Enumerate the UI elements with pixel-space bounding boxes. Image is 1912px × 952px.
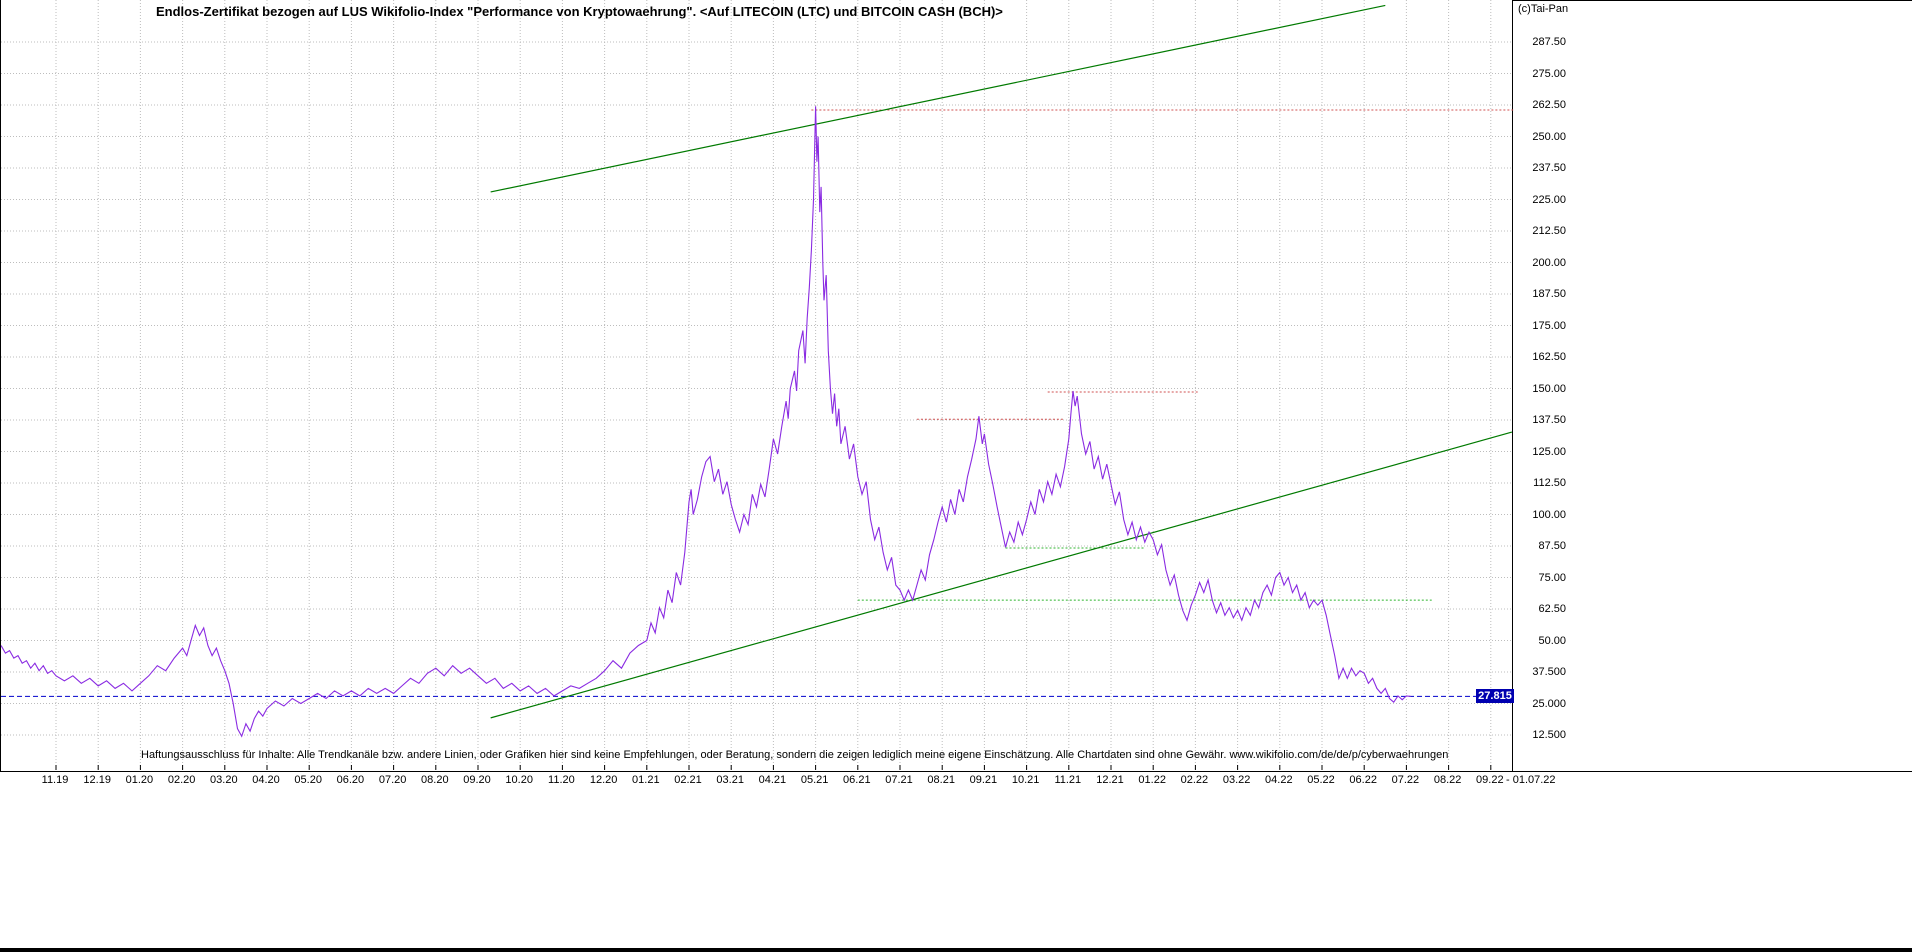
end-date-label: - 01.07.22: [1506, 774, 1556, 786]
x-axis-label: 07.21: [885, 774, 913, 786]
y-axis-label: 287.50: [1532, 36, 1566, 48]
x-axis-line: [0, 771, 1912, 772]
chart-title: Endlos-Zertifikat bezogen auf LUS Wikifo…: [156, 4, 1003, 19]
chart-plot-area[interactable]: Endlos-Zertifikat bezogen auf LUS Wikifo…: [0, 0, 1514, 771]
x-axis-label: 10.21: [1011, 774, 1040, 786]
y-axis-label: 62.50: [1538, 603, 1566, 615]
x-axis-label: 12.21: [1096, 774, 1124, 786]
x-axis: 11.19 12.19 01.20 02.20 03.20 04.20 05.20 06.20…: [0, 772, 1912, 788]
x-axis-label: 09.21: [969, 774, 998, 786]
x-axis-label: 01.21: [632, 774, 660, 786]
y-axis-label: 100.00: [1532, 508, 1566, 521]
x-axis-label: 05.22: [1307, 774, 1335, 786]
y-axis-label: 237.50: [1532, 162, 1566, 174]
y-axis-label: 137.50: [1532, 414, 1566, 426]
lower-channel-trendline: [490, 431, 1513, 719]
x-axis-label: 02.22: [1180, 774, 1209, 786]
y-axis-label: 112.50: [1533, 477, 1566, 489]
y-axis-label: 162.50: [1532, 351, 1566, 363]
y-axis: 287.50 275.00 262.50 250.00 237.50 225.00 212.…: [1516, 0, 1568, 771]
x-axis-label: 06.20: [336, 774, 365, 786]
x-axis-label: 12.20: [589, 774, 618, 786]
bottom-bar: [0, 948, 1912, 952]
y-axis-label: 250.00: [1532, 130, 1566, 143]
x-axis-label: 11.21: [1054, 774, 1082, 786]
x-axis-label: 02.21: [674, 774, 702, 786]
x-axis-label: 09.22: [1476, 774, 1504, 786]
chart-canvas: [1, 0, 1514, 770]
upper-channel-trendline: [490, 4, 1386, 193]
x-axis-label: 09.20: [463, 774, 491, 786]
x-axis-label: 01.22: [1138, 774, 1166, 786]
price-line: [1, 106, 1411, 738]
y-axis-label: 37.500: [1532, 666, 1566, 678]
y-axis-label: 175.00: [1532, 319, 1566, 332]
x-axis-label: 11.19: [41, 774, 69, 786]
x-axis-label: 12.19: [83, 774, 111, 786]
y-axis-label: 50.00: [1538, 634, 1566, 647]
y-axis-label: 12.500: [1532, 729, 1566, 741]
x-axis-label: 05.21: [800, 774, 829, 786]
y-axis-label: 87.50: [1538, 540, 1566, 552]
x-axis-label: 03.20: [210, 774, 238, 786]
x-axis-label: 07.22: [1391, 774, 1420, 786]
x-axis-label: 02.20: [167, 774, 196, 786]
y-axis-label: 212.50: [1532, 225, 1566, 237]
disclaimer-text: Haftungsausschluss für Inhalte: Alle Tre…: [141, 749, 1449, 761]
x-axis-label: 05.20: [294, 774, 322, 786]
x-axis-label: 08.20: [421, 774, 449, 786]
y-axis-label: 200.00: [1532, 256, 1566, 269]
x-axis-label: 04.21: [758, 774, 787, 786]
y-axis-label: 225.00: [1532, 193, 1566, 206]
x-axis-label: 11.20: [548, 774, 575, 786]
x-axis-label: 08.21: [927, 774, 955, 786]
x-axis-label: 01.20: [125, 774, 154, 786]
x-axis-label: 04.22: [1265, 774, 1293, 786]
x-axis-label: 03.21: [716, 774, 744, 786]
y-axis-label: 125.00: [1532, 445, 1566, 458]
x-axis-label: 06.22: [1349, 774, 1377, 786]
y-axis-label: 262.50: [1532, 99, 1566, 111]
last-price-tag: 27.815: [1476, 689, 1514, 704]
x-axis-label: 08.22: [1433, 774, 1462, 786]
y-axis-label: 150.00: [1532, 382, 1566, 395]
y-axis-label: 275.00: [1532, 67, 1566, 80]
y-axis-label: 187.50: [1532, 288, 1566, 300]
y-axis-label: 75.00: [1538, 571, 1566, 584]
x-axis-label: 04.20: [252, 774, 280, 786]
y-axis-label: 25.000: [1532, 697, 1566, 710]
x-axis-label: 06.21: [843, 774, 871, 786]
x-axis-label: 10.20: [505, 774, 533, 786]
copyright-label: (c)Tai-Pan: [1518, 3, 1569, 15]
x-axis-label: 03.22: [1222, 774, 1251, 786]
x-axis-label: 07.20: [378, 774, 407, 786]
